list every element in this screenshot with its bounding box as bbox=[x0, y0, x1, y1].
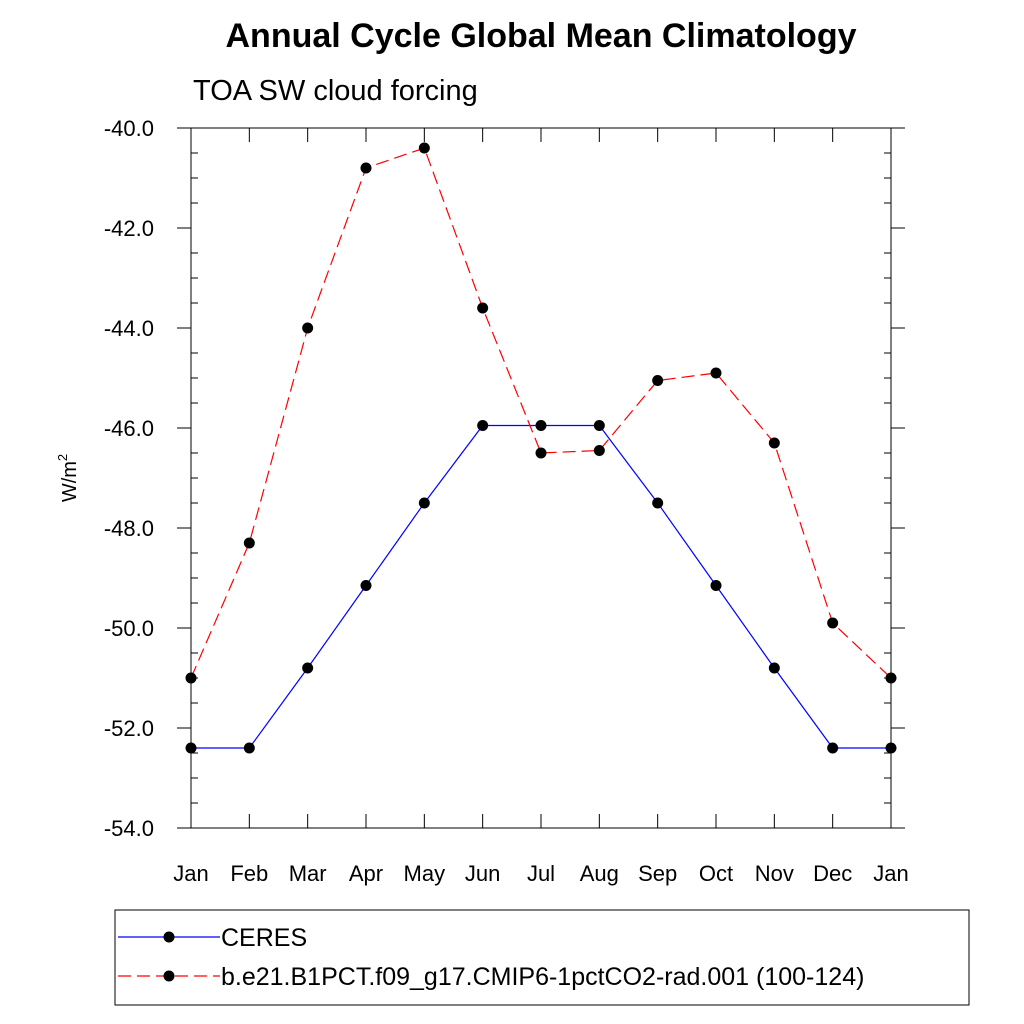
x-tick-label: Jul bbox=[527, 861, 555, 886]
series-0-point bbox=[360, 580, 372, 591]
x-tick-label: Oct bbox=[699, 861, 733, 886]
x-tick-label: Jan bbox=[173, 861, 208, 886]
y-axis-label-text: W/m bbox=[59, 461, 81, 502]
series-1-point bbox=[710, 367, 722, 379]
series-1-point bbox=[477, 302, 489, 314]
legend-box bbox=[114, 909, 970, 1006]
legend-label-1: b.e21.B1PCT.f09_g17.CMIP6-1pctCO2-rad.00… bbox=[221, 963, 864, 991]
series-1-point bbox=[593, 445, 605, 456]
y-tick-label: -44.0 bbox=[104, 316, 154, 341]
x-tick-label: May bbox=[404, 861, 446, 886]
series-layer bbox=[185, 142, 897, 754]
y-tick-label: -54.0 bbox=[104, 816, 154, 841]
series-0-point bbox=[302, 662, 314, 674]
series-line-1 bbox=[190, 147, 892, 679]
y-tick-label: -52.0 bbox=[104, 716, 154, 741]
x-tick-label: Feb bbox=[230, 861, 268, 886]
series-1-point bbox=[535, 447, 547, 459]
series-0-point bbox=[885, 742, 897, 754]
series-0-point bbox=[593, 420, 605, 431]
y-axis-label: W/m2 bbox=[55, 454, 81, 502]
series-1-point bbox=[360, 162, 372, 174]
series-0-point bbox=[652, 497, 664, 509]
legend-marker-1 bbox=[163, 970, 175, 982]
series-0-point bbox=[535, 420, 547, 431]
chart-subtitle: TOA SW cloud forcing bbox=[193, 75, 478, 107]
x-tick-label: Nov bbox=[755, 861, 794, 886]
series-0-point bbox=[185, 742, 197, 754]
legend-items: CERES b.e21.B1PCT.f09_g17.CMIP6-1pctCO2-r… bbox=[118, 924, 864, 991]
series-1-point bbox=[418, 142, 430, 154]
y-axis-label-superscript: 2 bbox=[55, 454, 70, 461]
axis-ticks: Jan Feb Mar Apr May Jun Jul Aug Sep Oct Nov Dec Jan-… bbox=[104, 116, 909, 886]
series-0-point bbox=[418, 497, 430, 509]
series-line-0 bbox=[191, 424, 891, 749]
y-tick-label: -46.0 bbox=[104, 416, 154, 441]
y-tick-label: -40.0 bbox=[104, 116, 154, 141]
x-tick-label: Jun bbox=[465, 861, 500, 886]
legend-label-0: CERES bbox=[221, 924, 307, 952]
series-1-point bbox=[302, 322, 314, 334]
x-tick-label: Dec bbox=[813, 861, 852, 886]
series-1-point bbox=[827, 617, 839, 629]
x-tick-label: Apr bbox=[349, 861, 383, 886]
x-tick-label: Jan bbox=[873, 861, 908, 886]
x-tick-label: Aug bbox=[580, 861, 619, 886]
series-0-point bbox=[477, 420, 489, 431]
svg-text:W/m2: W/m2 bbox=[55, 454, 81, 502]
series-0-point bbox=[243, 742, 255, 754]
y-tick-label: -48.0 bbox=[104, 516, 154, 541]
series-0-point bbox=[768, 662, 780, 674]
legend-marker-0 bbox=[163, 931, 175, 943]
x-tick-label: Mar bbox=[289, 861, 327, 886]
series-1-point bbox=[243, 537, 255, 549]
series-1-point bbox=[885, 672, 897, 684]
y-tick-label: -42.0 bbox=[104, 216, 154, 241]
x-tick-label: Sep bbox=[638, 861, 677, 886]
series-1-point bbox=[652, 375, 664, 386]
chart-title: Annual Cycle Global Mean Climatology bbox=[226, 17, 857, 55]
series-0-point bbox=[710, 580, 722, 591]
series-1-point bbox=[768, 437, 780, 449]
legend: CERES b.e21.B1PCT.f09_g17.CMIP6-1pctCO2-r… bbox=[114, 909, 970, 1006]
y-tick-label: -50.0 bbox=[104, 616, 154, 641]
series-0-point bbox=[827, 742, 839, 754]
series-1-point bbox=[185, 672, 197, 684]
